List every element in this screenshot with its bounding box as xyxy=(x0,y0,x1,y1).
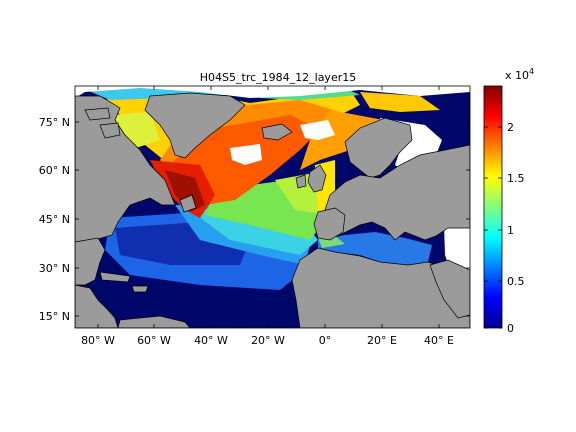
colorbar-tick-label: 2 xyxy=(507,121,514,134)
x-tick-label: 80° W xyxy=(81,334,115,347)
land-masses xyxy=(75,92,470,328)
x-tick-label: 20° W xyxy=(251,334,285,347)
colorbar-tick-label: 0.5 xyxy=(507,275,525,288)
colorbar-exponent-base: x 10 xyxy=(505,69,529,82)
y-tick-marks xyxy=(75,121,470,317)
colorbar-tick-label: 0 xyxy=(507,322,514,335)
y-tick-label: 45° N xyxy=(39,213,70,226)
x-tick-label: 40° W xyxy=(194,334,228,347)
chart-title: H04S5_trc_1984_12_layer15 xyxy=(200,71,356,84)
x-tick-labels: 80° W 60° W 40° W 20° W 0° 20° E 40° E xyxy=(81,334,454,347)
colorbar-exponent-power: 4 xyxy=(529,67,534,76)
colorbar-tick-label: 1 xyxy=(507,224,514,237)
colorbar-tick-label: 1.5 xyxy=(507,172,525,185)
x-tick-label: 40° E xyxy=(424,334,454,347)
y-tick-label: 75° N xyxy=(39,116,70,129)
map-plot-area xyxy=(75,86,470,328)
x-tick-marks xyxy=(97,86,440,328)
colorbar-gradient xyxy=(483,85,503,329)
colorbar-ticks xyxy=(484,126,502,329)
x-tick-label: 20° E xyxy=(367,334,397,347)
y-tick-labels: 75° N 60° N 45° N 30° N 15° N xyxy=(39,116,70,323)
colorbar-exponent: x 104 xyxy=(505,67,534,82)
y-tick-label: 60° N xyxy=(39,164,70,177)
y-tick-label: 30° N xyxy=(39,262,70,275)
y-tick-label: 15° N xyxy=(39,310,70,323)
colorbar: 2 1.5 1 0.5 0 x 104 xyxy=(483,67,534,335)
x-tick-label: 60° W xyxy=(137,334,171,347)
axes-frame xyxy=(74,85,471,329)
x-tick-label: 0° xyxy=(319,334,332,347)
